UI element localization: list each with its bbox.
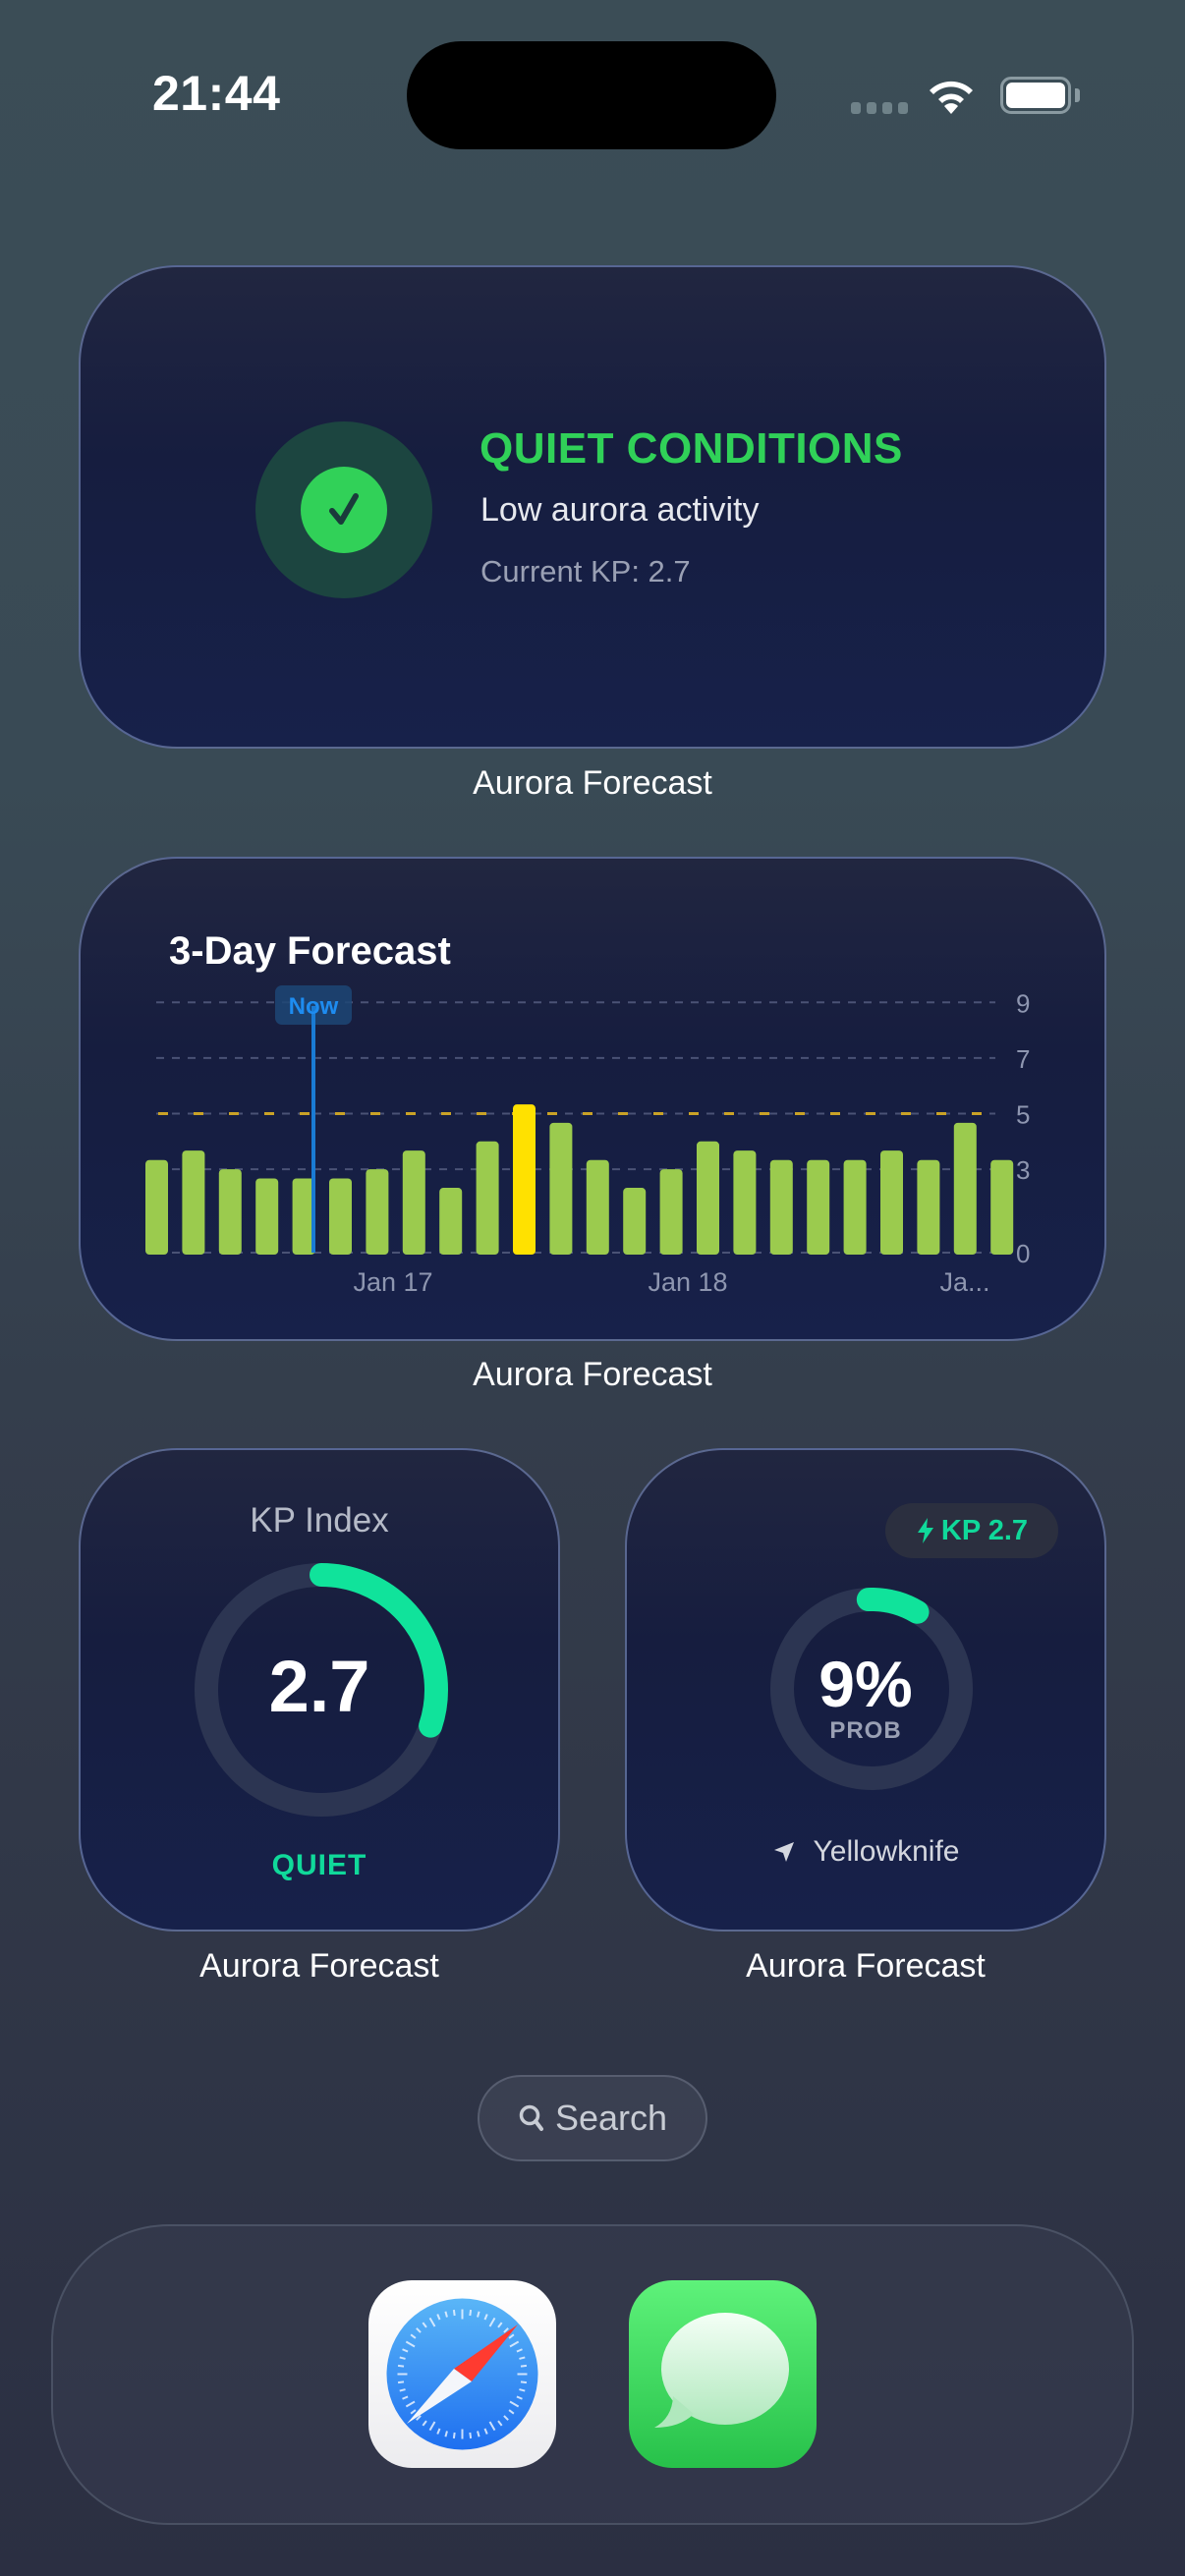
widget-label: Aurora Forecast	[473, 764, 712, 802]
location-name: Yellowknife	[813, 1835, 960, 1868]
current-kp: Current KP: 2.7	[480, 554, 691, 588]
kp-index-widget[interactable]: KP Index 2.7 QUIET	[79, 1448, 560, 1932]
search-label: Search	[554, 2098, 668, 2138]
kp-gauge-ring	[195, 1563, 448, 1817]
dock-app-messages[interactable]	[629, 2280, 817, 2468]
location: Yellowknife	[627, 1835, 1104, 1869]
aurora-status-widget[interactable]: QUIET CONDITIONS Low aurora activity Cur…	[79, 265, 1106, 749]
kp-status: QUIET	[271, 1849, 367, 1881]
probability-value: 9%	[818, 1648, 913, 1720]
svg-text:3: 3	[1016, 1155, 1030, 1185]
probability-widget[interactable]: KP 2.7 9% PROB Yellowknife	[625, 1448, 1106, 1932]
widget-label: Aurora Forecast	[199, 1947, 439, 1985]
battery-cap	[1075, 88, 1080, 102]
svg-text:9: 9	[1016, 988, 1030, 1018]
svg-text:0: 0	[1016, 1239, 1030, 1268]
kp-title: KP Index	[250, 1501, 389, 1540]
wifi-icon	[930, 81, 973, 114]
svg-text:Now: Now	[289, 993, 339, 1020]
search-icon	[519, 2104, 543, 2131]
forecast-bar-chart: 0 3 5 7 9 Now Jan 17 Jan 18 Ja...	[145, 985, 1030, 1297]
kp-badge-text: KP 2.7	[940, 1514, 1029, 1546]
svg-text:Ja...: Ja...	[939, 1267, 989, 1297]
widget-label: Aurora Forecast	[473, 1356, 712, 1393]
svg-text:5: 5	[1016, 1100, 1030, 1130]
kp-badge: KP 2.7	[885, 1503, 1058, 1558]
status-subtitle: Low aurora activity	[480, 491, 760, 529]
dock-app-safari[interactable]	[368, 2280, 556, 2468]
kp-value: 2.7	[268, 1646, 370, 1727]
svg-text:7: 7	[1016, 1044, 1030, 1074]
forecast-chart-widget[interactable]: 0 3 5 7 9 Now Jan 17 Jan 18 Ja... 3-Day Forecast	[79, 857, 1106, 1341]
probability-label: PROB	[829, 1717, 902, 1744]
location-arrow-icon	[773, 1842, 794, 1862]
bolt-icon	[917, 1518, 933, 1543]
dock	[51, 2224, 1134, 2525]
safari-compass-icon	[386, 2298, 538, 2450]
search-button[interactable]: Search	[478, 2075, 707, 2161]
probability-ring	[770, 1588, 973, 1790]
chart-title: 3-Day Forecast	[169, 929, 451, 973]
status-title: QUIET CONDITIONS	[480, 424, 903, 473]
checkmark-circle-icon	[301, 467, 387, 553]
messages-bubble-icon	[654, 2313, 789, 2428]
svg-text:Jan 18: Jan 18	[648, 1267, 727, 1297]
status-time: 21:44	[152, 66, 281, 121]
battery-icon	[1000, 77, 1071, 114]
widget-label: Aurora Forecast	[746, 1947, 986, 1985]
cellular-signal-icon	[851, 102, 908, 114]
dynamic-island	[407, 41, 776, 149]
svg-text:Jan 17: Jan 17	[353, 1267, 432, 1297]
